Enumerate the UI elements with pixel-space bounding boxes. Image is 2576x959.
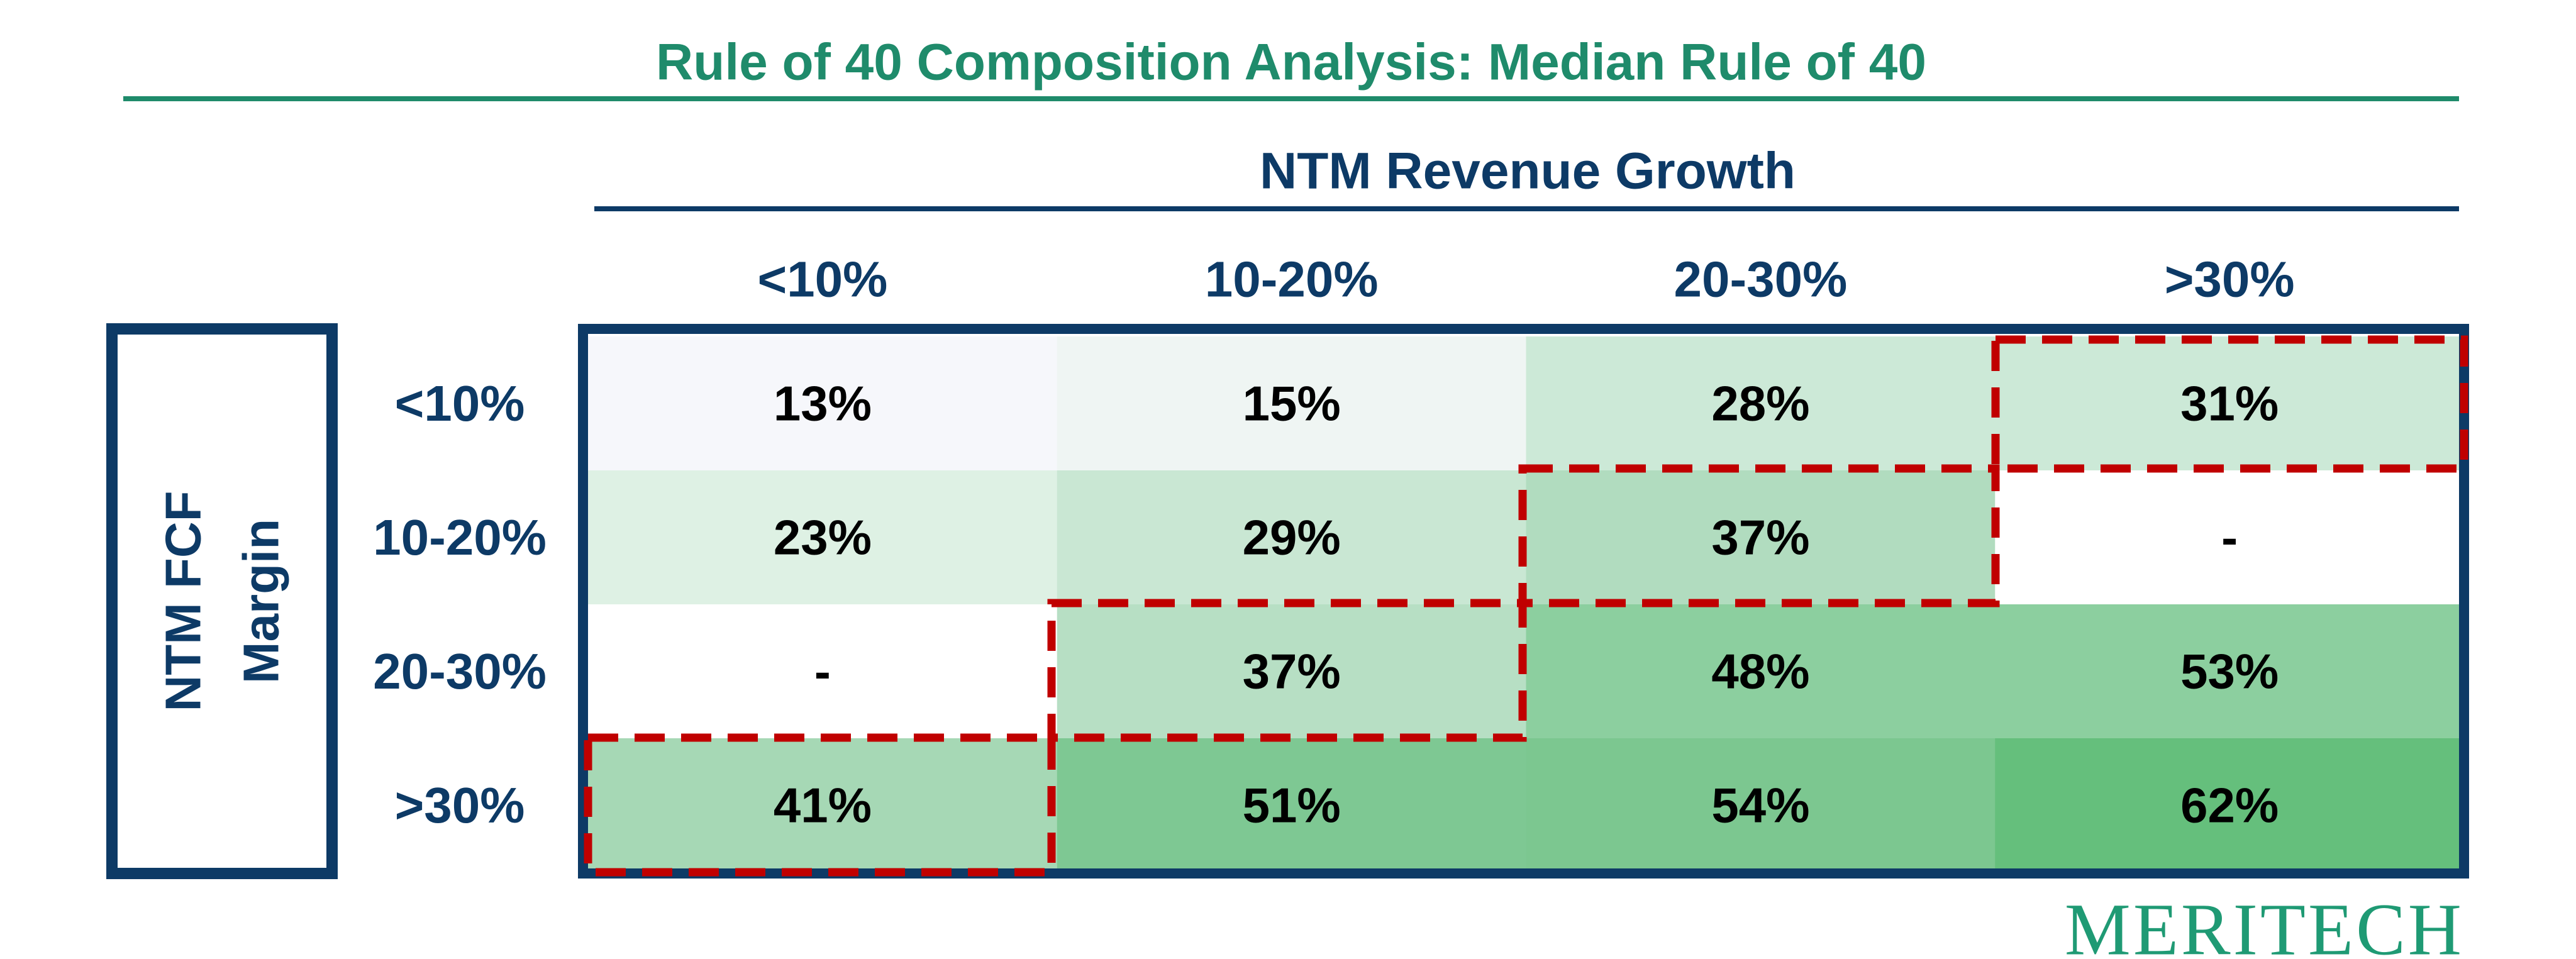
row-group-line: NTM FCF (155, 491, 211, 711)
cell-value: - (2221, 510, 2238, 565)
cell-value: 37% (1243, 644, 1341, 699)
highlight-box (1047, 599, 1527, 742)
cell-background (1057, 470, 1527, 605)
title: Rule of 40 Composition Analysis: Median … (656, 34, 1926, 91)
row-group-line: Margin (233, 519, 289, 684)
table-border (578, 324, 2469, 879)
cell-background (588, 738, 1058, 873)
row-group-box (106, 323, 338, 879)
cell-background (1995, 604, 2465, 739)
row-label: 20-30% (373, 643, 547, 699)
cell-value: 23% (774, 510, 872, 565)
row-label: 10-20% (373, 509, 547, 565)
cell-value: 41% (774, 778, 872, 833)
cell-background (1526, 470, 1996, 605)
column-label: <10% (757, 252, 887, 308)
cell-value: 28% (1711, 376, 1809, 431)
cell-value: 13% (774, 376, 872, 431)
grid: <10% 13% 15% 28% 31% 10-20% 23% 29% 37% - 20-30% - 3… (373, 336, 2465, 873)
highlight-box (584, 733, 1056, 877)
column-label: 10-20% (1205, 252, 1379, 308)
row-group: NTM FCF Margin (155, 491, 289, 711)
cell-value: 48% (1711, 644, 1809, 699)
cell-background (588, 470, 1058, 605)
cell-value: 29% (1243, 510, 1341, 565)
cell-background (1526, 336, 1996, 471)
cell-value: 54% (1711, 778, 1809, 833)
logo: MERITECH (2065, 889, 2464, 959)
cell-background (588, 604, 1058, 739)
cell-background (1995, 336, 2465, 471)
row-label: <10% (395, 375, 525, 431)
cell-background (1526, 604, 1996, 739)
highlight-steps (584, 335, 2468, 877)
cell-value: 51% (1243, 778, 1341, 833)
cell-value: 53% (2180, 644, 2279, 699)
cell-value: - (814, 644, 831, 699)
highlight-box (1991, 335, 2468, 473)
highlight-box (1518, 464, 2000, 607)
cell-background (1057, 336, 1527, 471)
cell-background (1995, 470, 2465, 605)
cell-value: 62% (2180, 778, 2279, 833)
column-label: >30% (2165, 252, 2295, 308)
cell-background (588, 336, 1058, 471)
cell-background (1057, 604, 1527, 739)
cell-value: 31% (2180, 376, 2279, 431)
cell-background (1526, 738, 1996, 873)
cell-background (1995, 738, 2465, 873)
row-label: >30% (395, 777, 525, 833)
column-group: NTM Revenue Growth (1260, 143, 1796, 200)
cell-background (1057, 738, 1527, 873)
cell-value: 15% (1243, 376, 1341, 431)
column-label: 20-30% (1674, 252, 1848, 308)
cell-value: 37% (1711, 510, 1809, 565)
